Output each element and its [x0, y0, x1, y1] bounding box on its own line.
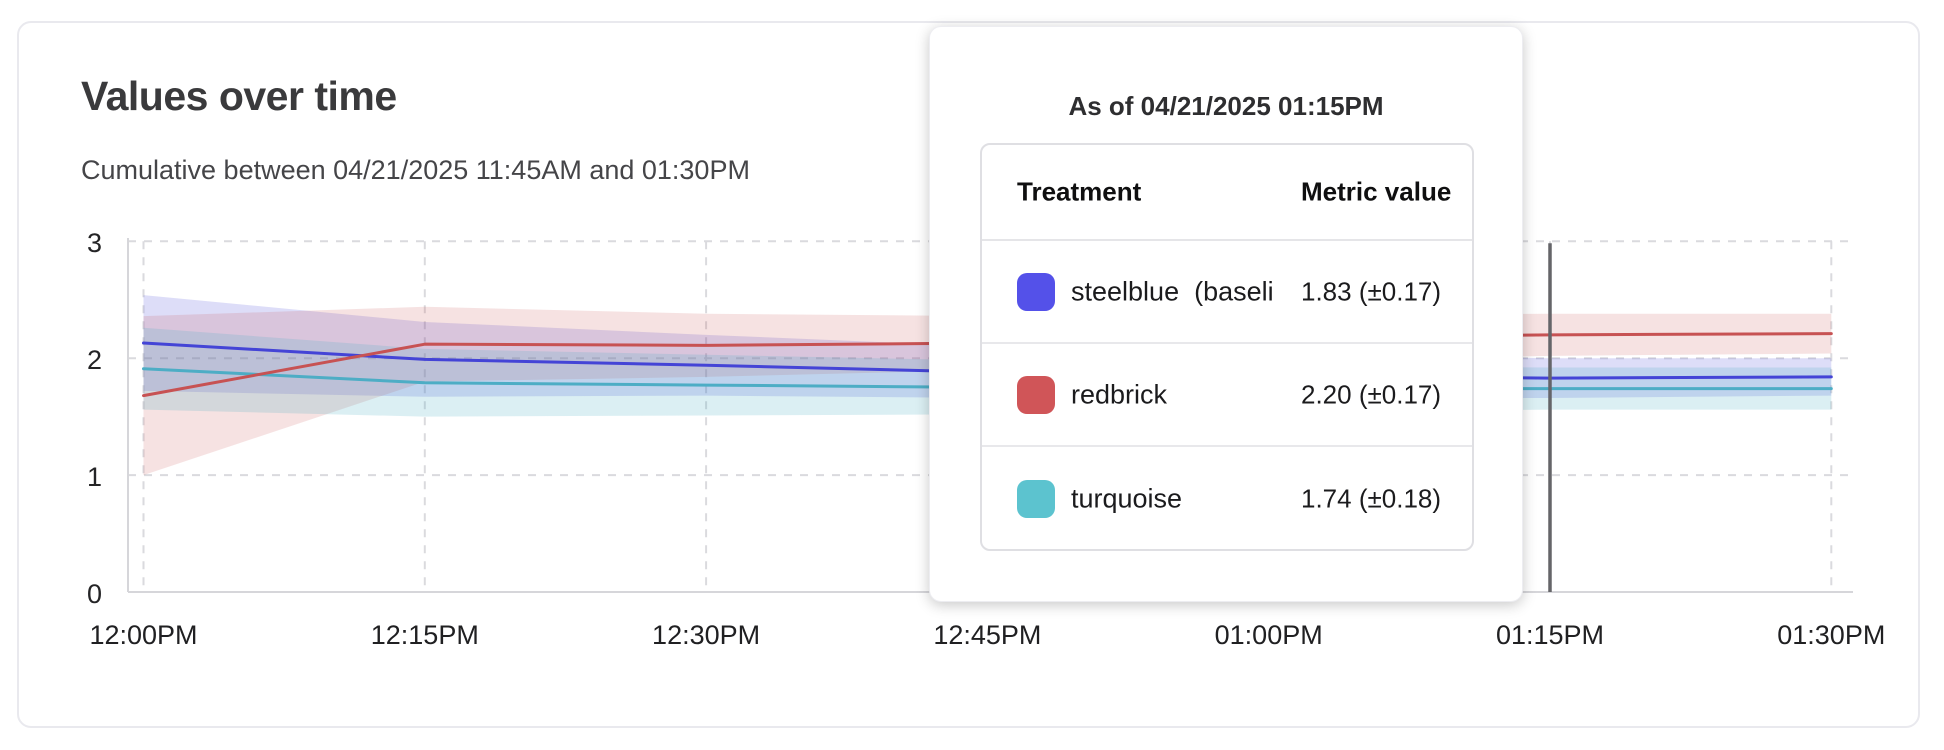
x-axis-label: 01:30PM — [1777, 620, 1886, 650]
x-axis-label: 12:00PM — [89, 620, 198, 650]
chart-subtitle: Cumulative between 04/21/2025 11:45AM an… — [81, 155, 750, 185]
series-swatch — [1017, 272, 1055, 311]
tooltip-title: As of 04/21/2025 01:15PM — [1068, 91, 1384, 121]
treatment-label: turquoise — [1071, 483, 1183, 513]
treatment-label: redbrick — [1071, 379, 1168, 409]
y-axis-label: 3 — [86, 228, 102, 259]
x-axis-label: 01:15PM — [1495, 620, 1605, 650]
metric-value: 1.83 (±0.17) — [1301, 276, 1442, 306]
series-swatch — [1017, 479, 1055, 518]
tooltip-rows: steelblue (baseli 1.83 (±0.17) redbrick 2.2… — [982, 241, 1472, 549]
tooltip-row: steelblue (baseli 1.83 (±0.17) — [982, 241, 1472, 344]
metric-value: 1.74 (±0.18) — [1301, 483, 1442, 513]
y-axis-label: 0 — [86, 579, 102, 609]
tooltip-row: turquoise 1.74 (±0.18) — [982, 447, 1472, 549]
series-swatch — [1017, 375, 1055, 414]
tooltip-col-treatment: Treatment — [1017, 176, 1142, 207]
tooltip-col-metric-value: Metric value — [1301, 176, 1452, 207]
x-axis-label: 12:45PM — [933, 620, 1042, 650]
x-axis-label: 01:00PM — [1214, 620, 1323, 650]
x-axis-label: 12:30PM — [652, 620, 761, 650]
treatment-label: steelblue (baseli — [1071, 276, 1274, 306]
x-axis-label: 12:15PM — [370, 620, 479, 650]
metric-value: 2.20 (±0.17) — [1301, 379, 1442, 409]
hover-tooltip: As of 04/21/2025 01:15PM Treatment Metri… — [929, 26, 1523, 602]
y-axis-label: 2 — [86, 345, 102, 376]
tooltip-row: redbrick 2.20 (±0.17) — [982, 344, 1472, 447]
page-title: Values over time — [81, 73, 397, 119]
tooltip-table: Treatment Metric value steelblue (baseli… — [980, 143, 1474, 551]
y-axis-label: 1 — [86, 462, 102, 493]
tooltip-table-header: Treatment Metric value — [982, 145, 1472, 241]
